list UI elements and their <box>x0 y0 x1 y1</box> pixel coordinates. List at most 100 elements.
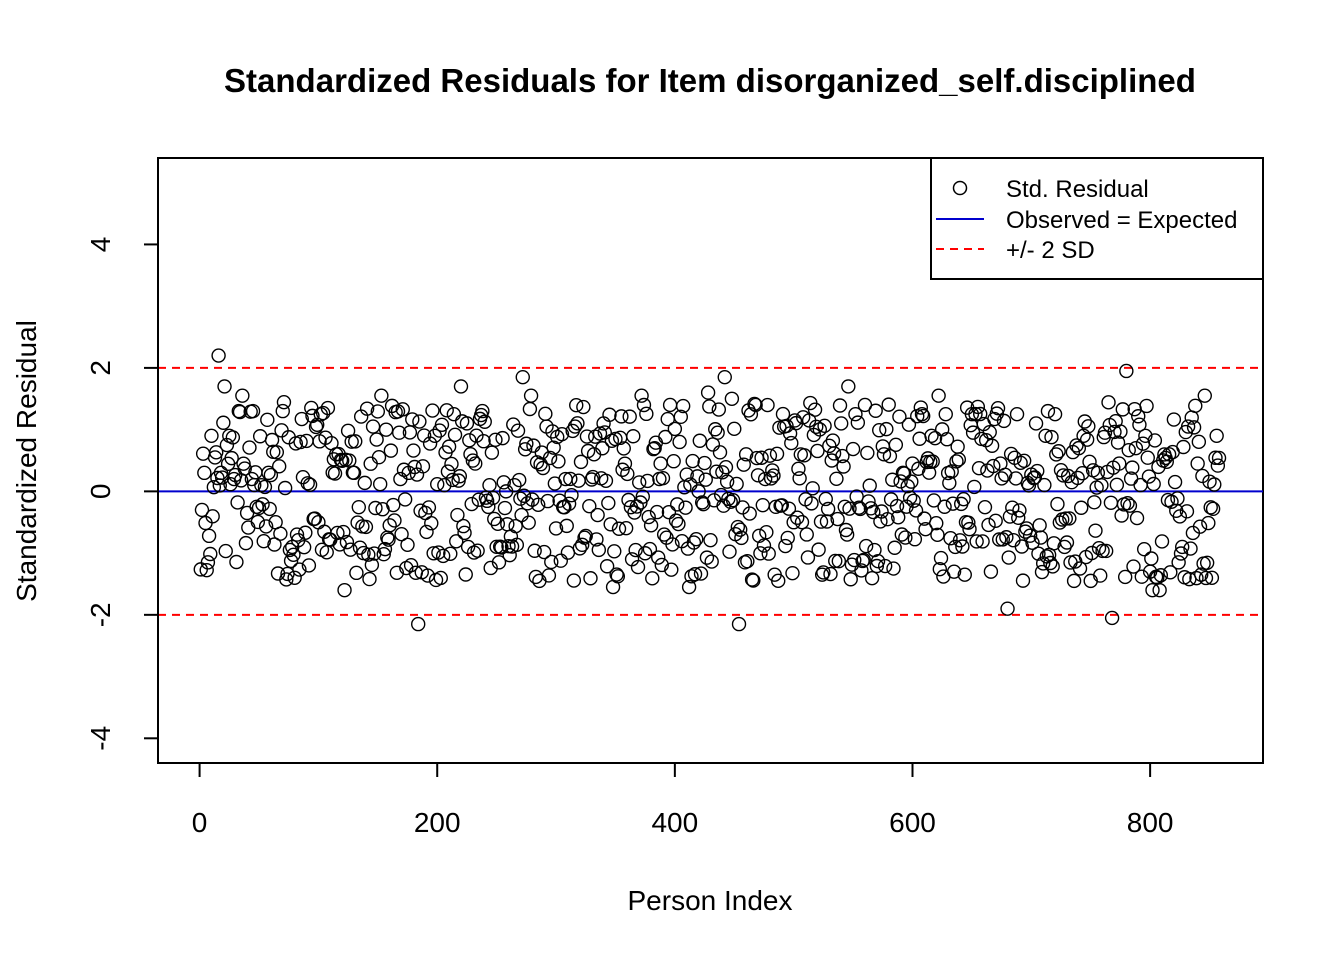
residual-point <box>809 419 824 434</box>
residual-point <box>444 456 459 472</box>
residual-point <box>730 519 746 535</box>
residual-point <box>771 573 786 589</box>
residual-point <box>463 447 478 462</box>
residual-point <box>870 553 886 569</box>
residual-point <box>494 540 509 555</box>
residual-point <box>838 522 854 538</box>
residual-point <box>713 487 729 503</box>
legend-label-expected: Observed = Expected <box>1006 207 1237 234</box>
residual-point <box>752 528 767 544</box>
residual-point <box>257 479 273 495</box>
residual-point <box>748 397 763 413</box>
residual-point <box>579 429 595 444</box>
residual-point <box>362 571 377 587</box>
residual-point <box>457 525 472 541</box>
residual-point <box>673 409 688 425</box>
residual-point <box>1201 515 1216 531</box>
residual-point <box>880 512 895 527</box>
residual-point <box>1173 546 1189 561</box>
residual-point <box>510 423 526 438</box>
residual-point <box>477 414 492 429</box>
residual-point <box>509 537 525 553</box>
residual-point <box>901 417 917 432</box>
residual-point <box>267 537 282 552</box>
residual-point <box>237 461 252 476</box>
residual-point <box>310 417 325 433</box>
residual-point <box>811 542 826 557</box>
residual-point <box>566 573 582 588</box>
residual-point <box>736 457 751 472</box>
residual-point <box>497 500 513 516</box>
residual-point <box>1167 474 1183 490</box>
residual-point <box>263 467 279 483</box>
residual-point <box>826 446 842 461</box>
residual-point <box>949 454 964 469</box>
residual-point <box>1163 565 1178 580</box>
residual-point <box>743 407 759 422</box>
residual-point <box>969 534 984 549</box>
residual-point <box>431 545 446 560</box>
residual-point <box>487 511 502 527</box>
residual-point <box>900 479 915 494</box>
residual-point <box>778 538 793 554</box>
residual-point <box>727 421 742 437</box>
residual-point <box>1104 610 1120 626</box>
residual-point <box>337 582 352 598</box>
residual-point <box>201 528 217 544</box>
residual-point <box>1122 498 1138 513</box>
residual-point <box>538 406 553 422</box>
residual-point <box>912 431 927 446</box>
residual-point <box>628 542 643 558</box>
residual-point <box>195 446 211 461</box>
residual-point <box>955 539 970 554</box>
residual-point <box>1097 425 1113 440</box>
residual-point <box>1009 406 1025 422</box>
residual-point <box>235 388 250 403</box>
residual-point <box>224 450 239 466</box>
residual-point <box>294 411 309 427</box>
residual-point <box>512 472 527 488</box>
residual-point <box>671 516 686 532</box>
residual-point <box>621 492 636 508</box>
residual-point <box>973 406 988 422</box>
residual-point <box>658 429 673 445</box>
residual-point <box>230 495 245 510</box>
residual-point <box>833 416 849 431</box>
residual-point <box>458 567 473 582</box>
residual-point <box>206 479 222 495</box>
legend: Std. Residual Observed = Expected +/- 2 … <box>930 157 1264 280</box>
residual-point <box>876 447 892 462</box>
residual-point <box>1172 509 1188 524</box>
residual-point <box>452 469 467 484</box>
residual-point <box>553 553 568 568</box>
residual-point <box>446 406 462 422</box>
residual-point <box>422 436 438 451</box>
residual-point <box>763 471 779 486</box>
residual-point <box>753 546 768 561</box>
residual-point <box>372 476 388 492</box>
residual-point <box>490 516 506 532</box>
residual-point <box>761 546 776 561</box>
y-axis-label: Standardized Residual <box>11 320 42 602</box>
residual-point <box>315 405 331 421</box>
residual-point <box>519 436 534 451</box>
residual-point <box>424 516 439 531</box>
residual-point <box>933 550 949 566</box>
residual-point <box>886 561 901 576</box>
residual-point <box>881 397 896 412</box>
residual-point <box>482 477 497 493</box>
residual-point <box>1030 463 1045 479</box>
residual-point <box>1136 541 1152 557</box>
residual-point <box>647 441 662 456</box>
residual-point <box>1117 569 1133 585</box>
residual-point <box>1071 440 1087 456</box>
residual-point <box>264 432 280 448</box>
residual-point <box>591 542 607 558</box>
residual-point <box>307 511 323 526</box>
y-tick-label: 0 <box>85 484 116 500</box>
residual-point <box>489 539 504 555</box>
residual-point <box>879 421 894 437</box>
residual-point <box>308 419 324 435</box>
residual-point <box>301 558 317 573</box>
residual-point <box>891 510 906 525</box>
